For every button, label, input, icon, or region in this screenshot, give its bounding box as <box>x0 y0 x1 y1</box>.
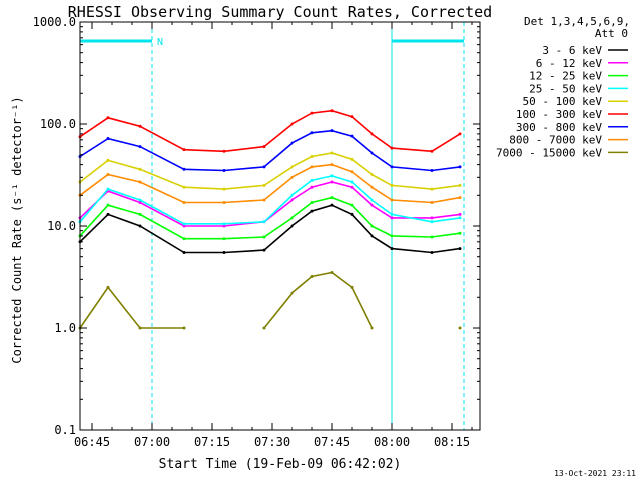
legend-item: 7000 - 15000 keV <box>496 146 628 159</box>
x-axis-label: Start Time (19-Feb-09 06:42:02) <box>159 457 402 472</box>
series-line <box>79 109 461 153</box>
legend-title-line: Det 1,3,4,5,6,9, <box>524 15 630 28</box>
tick-layer: 1000.0 100.0 10.0 1.0 0.106:45 07:00 07:15 07:3… <box>33 15 480 449</box>
series-line <box>79 286 184 329</box>
legend-item: 50 - 100 keV <box>523 95 628 108</box>
legend-item: 300 - 800 keV <box>516 121 628 134</box>
legend-label: 6 - 12 keV <box>536 57 603 70</box>
legend-item: 25 - 50 keV <box>529 82 628 95</box>
legend-item: 100 - 300 keV <box>516 108 628 121</box>
series-50-100-keV <box>78 151 462 191</box>
legend-label: 3 - 6 keV <box>542 44 602 57</box>
y-tick-label: 100.0 <box>40 117 76 131</box>
legend-label: 100 - 300 keV <box>516 108 602 121</box>
night-flag-label: N <box>157 37 163 48</box>
series-layer <box>78 109 462 330</box>
series-line <box>79 196 461 240</box>
series-3-6-keV <box>78 203 462 254</box>
legend-label: 25 - 50 keV <box>529 82 602 95</box>
series-100-300-keV <box>78 109 462 153</box>
y-tick-label: 1000.0 <box>33 15 76 29</box>
legend-item: 6 - 12 keV <box>536 57 628 70</box>
legend-item: 800 - 7000 keV <box>509 134 628 147</box>
x-tick-label: 07:30 <box>254 435 290 449</box>
legend-item: 3 - 6 keV <box>542 44 628 57</box>
series-300-800-keV <box>78 129 462 173</box>
x-tick-label: 07:15 <box>194 435 230 449</box>
series-line <box>79 181 461 227</box>
y-tick-label: 1.0 <box>54 321 76 335</box>
night-flags: N <box>79 22 465 430</box>
data-point <box>458 326 462 330</box>
series-line <box>79 175 461 225</box>
series-line <box>79 152 461 190</box>
y-tick-label: 0.1 <box>54 423 76 437</box>
timestamp: 13-Oct-2021 23:11 <box>554 469 636 478</box>
chart-title: RHESSI Observing Summary Count Rates, Co… <box>68 3 492 21</box>
y-axis-label: Corrected Count Rate (s⁻¹ detector⁻¹) <box>10 96 24 363</box>
x-tick-label: 08:15 <box>434 435 470 449</box>
series-6-12-keV <box>78 180 462 228</box>
y-axis-label-text: Corrected Count Rate (s⁻¹ detector⁻¹) <box>10 96 24 363</box>
series-line <box>79 129 461 172</box>
legend-label: 50 - 100 keV <box>523 95 603 108</box>
legend-title-line: Att 0 <box>595 27 628 40</box>
legend-label: 300 - 800 keV <box>516 121 602 134</box>
x-tick-label: 08:00 <box>374 435 410 449</box>
x-tick-label: 06:45 <box>74 435 110 449</box>
legend-item: 12 - 25 keV <box>529 70 628 83</box>
series-line <box>263 271 373 329</box>
y-tick-label: 10.0 <box>47 219 76 233</box>
legend-label: 12 - 25 keV <box>529 70 602 83</box>
legend-label: 800 - 7000 keV <box>509 134 602 147</box>
series-25-50-keV <box>78 174 462 226</box>
series-12-25-keV <box>78 196 462 241</box>
legend-label: 7000 - 15000 keV <box>496 146 602 159</box>
series-800-7000-keV <box>78 163 462 204</box>
series-line <box>79 204 461 254</box>
series-7000-15000-keV <box>78 271 462 330</box>
x-tick-label: 07:45 <box>314 435 350 449</box>
series-line <box>79 163 461 204</box>
x-tick-label: 07:00 <box>134 435 170 449</box>
